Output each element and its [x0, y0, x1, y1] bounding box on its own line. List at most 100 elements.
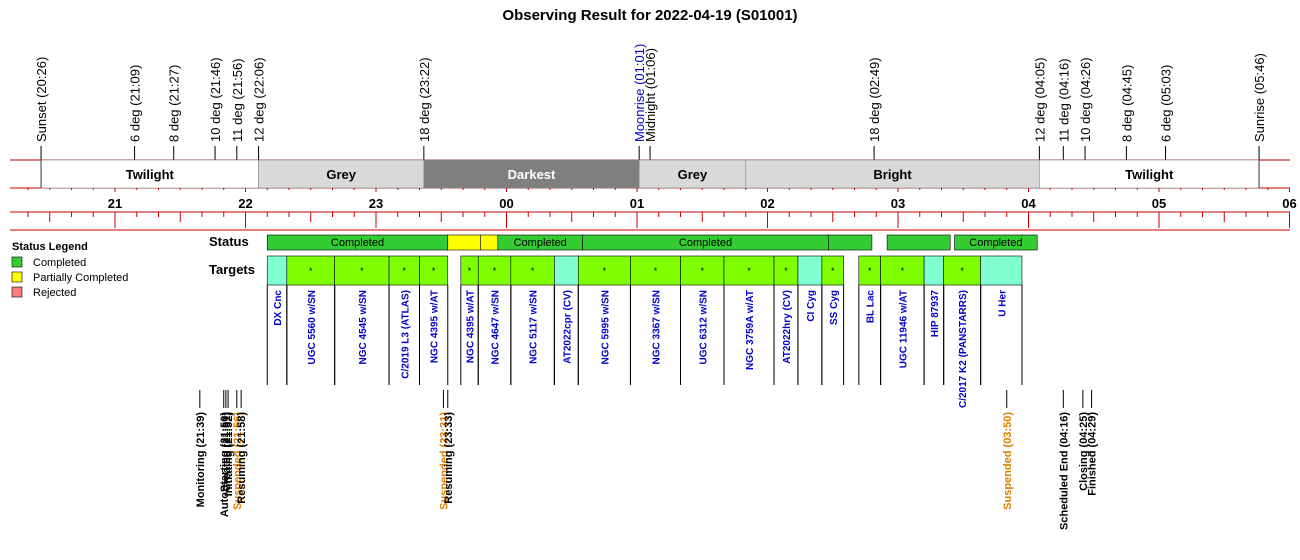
target-block: [980, 255, 1023, 286]
event-label: 10 deg (04:26): [1078, 57, 1093, 142]
target-mark: *: [493, 266, 497, 276]
band-bright: [745, 159, 1040, 189]
event-label: 10 deg (21:46): [208, 57, 223, 142]
log-event-label: Finished (04:29): [1087, 412, 1099, 496]
target-name: UGC 11946 w/AT: [898, 290, 909, 368]
target-mark: *: [432, 266, 436, 276]
event-label: 12 deg (04:05): [1032, 57, 1047, 142]
target-block: [630, 255, 681, 286]
log-event-label: Resuming (21:58): [236, 412, 248, 504]
status-block-label: Completed: [331, 237, 384, 249]
target-block: [723, 255, 775, 286]
target-name: NGC 5995 w/SN: [600, 290, 611, 364]
event-label: 11 deg (21:56): [230, 58, 245, 142]
target-block: [821, 255, 844, 286]
target-name: NGC 4647 w/SN: [491, 290, 502, 364]
hour-tick-label: 22: [238, 196, 252, 211]
legend-title: Status Legend: [12, 241, 88, 253]
log-event-label: Monitoring (21:39): [195, 412, 207, 508]
status-row: Completed Completed Completed Completed: [266, 234, 1038, 251]
event-label: 8 deg (04:45): [1119, 65, 1134, 142]
target-name: NGC 3367 w/SN: [651, 290, 662, 364]
status-block-completed: [886, 234, 951, 251]
hour-tick-label: 01: [630, 196, 644, 211]
target-block: [923, 255, 944, 286]
status-block-partial: [447, 234, 481, 251]
log-event-label: Closing (04:25): [1078, 412, 1090, 491]
target-block: [554, 255, 579, 286]
status-block-label: Completed: [514, 237, 567, 249]
target-mark: *: [700, 266, 704, 276]
target-name: NGC 4395 w/AT: [430, 290, 441, 363]
event-label: Sunrise (05:46): [1252, 53, 1267, 142]
hour-tick-label: 05: [1152, 196, 1166, 211]
band-grey: [638, 159, 747, 189]
target-block: [577, 255, 631, 286]
target-name: C/2019 L3 (ATLAS): [400, 290, 411, 379]
log-event-label: AutoStarting (21:50): [219, 412, 231, 517]
band-grey: [258, 159, 425, 189]
event-label: 12 deg (22:06): [252, 57, 267, 142]
target-mark: *: [603, 266, 607, 276]
target-mark: *: [654, 266, 658, 276]
band-label: Grey: [678, 167, 708, 182]
log-event-label: Created (21:51): [221, 412, 233, 492]
log-event-label: Scheduled End (04:16): [1058, 412, 1070, 530]
target-name: SS Cyg: [829, 290, 840, 325]
hour-tick-label: 21: [108, 196, 122, 211]
target-name: C/2017 K2 (PANSTARRS): [958, 290, 969, 408]
event-label: 8 deg (21:27): [167, 65, 182, 142]
target-block: [334, 255, 390, 286]
event-label: 6 deg (05:03): [1159, 65, 1174, 142]
target-block: [510, 255, 555, 286]
chart-title: Observing Result for 2022-04-19 (S01001): [502, 7, 797, 24]
hour-tick-label: 03: [891, 196, 905, 211]
target-mark: *: [468, 266, 472, 276]
target-mark: *: [531, 266, 535, 276]
status-block-completed: [828, 234, 873, 251]
sky-bands: Twilight Grey Darkest Grey Bright Twilight: [10, 159, 1290, 189]
legend-swatch: [11, 271, 23, 283]
log-event-label: Suspended (03:50): [1002, 412, 1014, 510]
target-name: UGC 6312 w/SN: [698, 290, 709, 364]
band-label: Darkest: [508, 167, 556, 182]
legend-item-label: Completed: [33, 257, 86, 269]
target-mark: *: [784, 266, 788, 276]
event-label: 6 deg (21:09): [128, 65, 143, 142]
legend-swatch: [11, 286, 23, 298]
band-label: Twilight: [1125, 167, 1174, 182]
target-block: [419, 255, 449, 286]
log-event-label: Suspended (21:56): [232, 412, 244, 510]
target-block: [388, 255, 420, 286]
hour-tick-label: 06: [1282, 196, 1296, 211]
legend-item-label: Partially Completed: [33, 272, 128, 284]
event-label: 18 deg (02:49): [867, 57, 882, 142]
target-name: CI Cyg: [806, 290, 817, 322]
log-event-label: Initiating (21:52): [223, 412, 235, 497]
target-mark: *: [309, 266, 313, 276]
log-events: Monitoring (21:39) AutoStarting (21:50)Cr…: [195, 390, 1099, 530]
target-mark: *: [403, 266, 407, 276]
status-block-partial: [480, 234, 499, 251]
target-block: [477, 255, 512, 286]
target-name: NGC 5117 w/SN: [529, 290, 540, 364]
status-block-label: Completed: [679, 237, 732, 249]
target-name: AT2022hry (CV): [782, 290, 793, 364]
event-label: 11 deg (04:16): [1056, 58, 1071, 142]
target-mark: *: [901, 266, 905, 276]
target-block: [797, 255, 823, 286]
band-label: Twilight: [126, 167, 175, 182]
legend-item-label: Rejected: [33, 287, 76, 299]
hour-tick-label: 04: [1021, 196, 1036, 211]
hour-tick-label: 23: [369, 196, 383, 211]
status-legend: Status Legend Completed Partially Complete…: [11, 241, 128, 299]
target-name: BL Lac: [866, 290, 877, 324]
log-event-label: Resuming (23:33): [443, 412, 455, 504]
legend-swatch: [11, 256, 23, 268]
status-block-label: Completed: [969, 237, 1022, 249]
band-label: Bright: [873, 167, 912, 182]
target-mark: *: [831, 266, 835, 276]
targets-row-label: Targets: [209, 262, 255, 277]
